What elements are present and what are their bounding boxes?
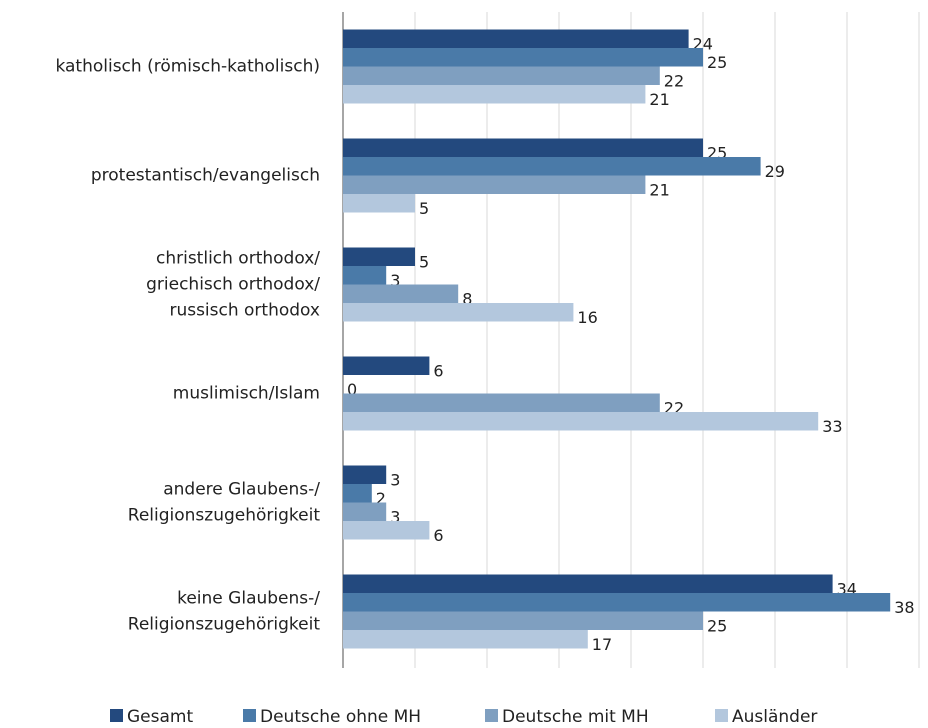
- bar: [343, 247, 415, 266]
- bar: [343, 412, 819, 431]
- category-line: Religionszugehörigkeit: [128, 615, 321, 635]
- value-label: 3: [390, 470, 400, 489]
- category-label: andere Glaubens-/ Religionszugehörigkeit: [128, 480, 321, 526]
- legend-label: Deutsche ohne MH: [260, 707, 421, 727]
- bar: [343, 611, 703, 630]
- category-label: katholisch (römisch-katholisch): [55, 57, 320, 77]
- value-label: 6: [433, 361, 443, 380]
- bar: [343, 194, 415, 213]
- bar: [343, 630, 588, 649]
- legend-label: Gesamt: [127, 707, 193, 727]
- value-label: 21: [649, 180, 669, 199]
- legend-label: Ausländer: [732, 707, 817, 727]
- legend-swatch: [243, 709, 256, 722]
- legend-swatch: [485, 709, 498, 722]
- bar: [343, 303, 574, 322]
- bar: [343, 66, 660, 85]
- legend-swatch: [110, 709, 123, 722]
- bar: [343, 521, 430, 540]
- value-label: 21: [649, 90, 669, 109]
- bar: [343, 465, 387, 484]
- category-label: protestantisch/evangelisch: [91, 166, 320, 186]
- value-label: 5: [419, 252, 429, 271]
- bar: [343, 29, 689, 48]
- bar: [343, 138, 703, 157]
- category-line: christlich orthodox/: [156, 249, 320, 269]
- category-line: russisch orthodox: [169, 301, 320, 321]
- value-label: 25: [707, 53, 727, 72]
- bar: [343, 266, 387, 285]
- bar: [343, 48, 703, 67]
- value-label: 5: [419, 199, 429, 218]
- category-label: christlich orthodox/griechisch orthodox/…: [146, 249, 320, 321]
- value-label: 3: [390, 271, 400, 290]
- value-label: 33: [822, 417, 842, 436]
- legend-swatch: [715, 709, 728, 722]
- bar: [343, 85, 646, 104]
- category-line: muslimisch/Islam: [173, 384, 320, 404]
- category-line: protestantisch/evangelisch: [91, 166, 320, 186]
- bar: [343, 356, 430, 375]
- bar: [343, 175, 646, 194]
- value-label: 17: [592, 635, 612, 654]
- value-label: 38: [894, 598, 914, 617]
- value-label: 2: [376, 489, 386, 508]
- bar: [343, 484, 372, 503]
- bar: [343, 574, 833, 593]
- value-label: 22: [664, 71, 684, 90]
- value-label: 16: [577, 308, 597, 327]
- category-line: andere Glaubens-/: [163, 480, 320, 500]
- category-line: griechisch orthodox/: [146, 275, 320, 295]
- value-label: 0: [347, 380, 357, 399]
- category-line: keine Glaubens-/: [177, 589, 320, 609]
- category-line: katholisch (römisch-katholisch): [55, 57, 320, 77]
- category-label: muslimisch/Islam: [173, 384, 320, 404]
- bar: [343, 393, 660, 412]
- category-line: Religionszugehörigkeit: [128, 506, 321, 526]
- category-label: keine Glaubens-/ Religionszugehörigkeit: [128, 589, 321, 635]
- value-label: 25: [707, 616, 727, 635]
- value-label: 29: [765, 162, 785, 181]
- value-label: 3: [390, 507, 400, 526]
- legend-label: Deutsche mit MH: [502, 707, 649, 727]
- bar: [343, 593, 891, 612]
- bar: [343, 157, 761, 176]
- value-label: 8: [462, 289, 472, 308]
- bar: [343, 284, 459, 303]
- value-label: 6: [433, 526, 443, 545]
- bar: [343, 502, 387, 521]
